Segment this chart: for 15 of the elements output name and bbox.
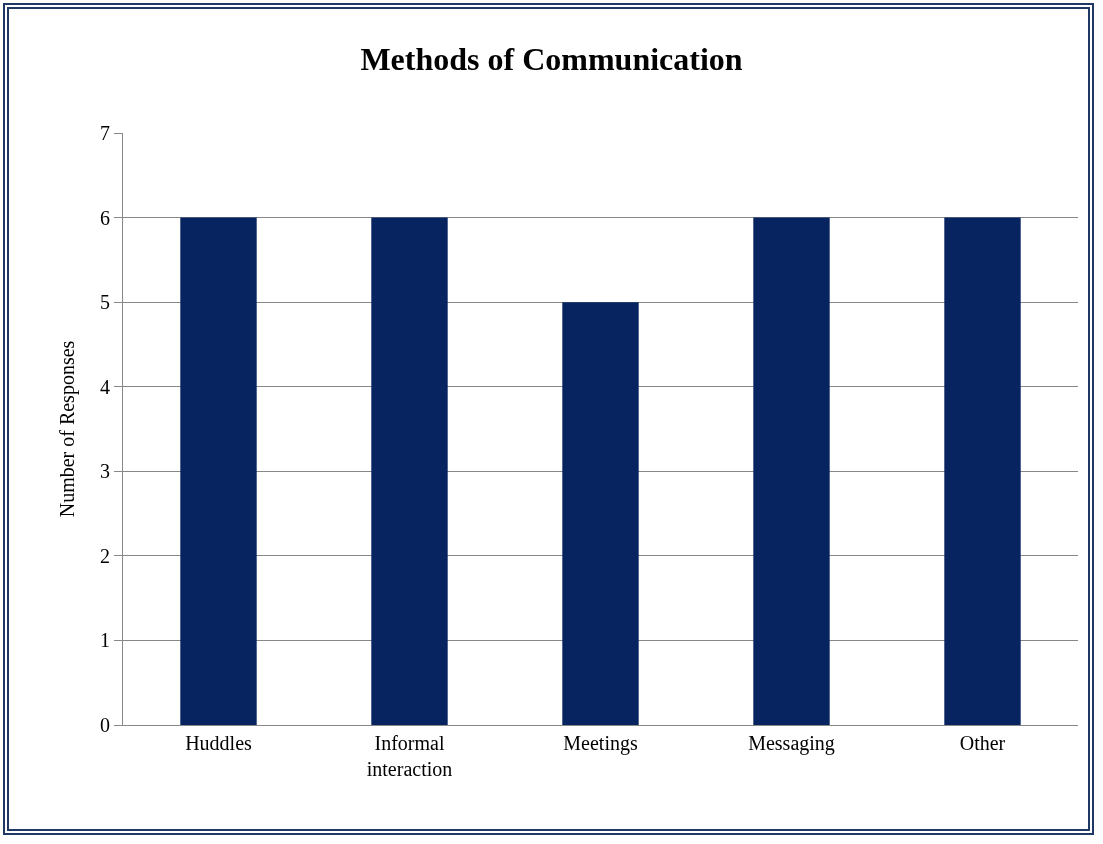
y-tick-label: 4 — [100, 375, 110, 398]
y-tick-label: 0 — [100, 714, 110, 736]
y-tick-label: 5 — [100, 291, 110, 314]
y-tick-label: 2 — [100, 544, 110, 567]
x-tick-label: Informal interaction — [366, 732, 453, 780]
x-tick-label: Messaging — [748, 732, 835, 755]
y-tick-label: 3 — [100, 460, 110, 483]
y-tick-label: 6 — [100, 206, 110, 229]
chart-title: Methods of Communication — [360, 41, 743, 78]
x-tick-label: Other — [959, 732, 1006, 754]
y-tick-label: 7 — [100, 122, 110, 144]
y-tick-label: 1 — [100, 629, 110, 652]
x-tick-label: Huddles — [185, 732, 253, 754]
x-tick-label: Meetings — [563, 732, 638, 755]
y-axis-title: Number of Responses — [55, 340, 79, 518]
